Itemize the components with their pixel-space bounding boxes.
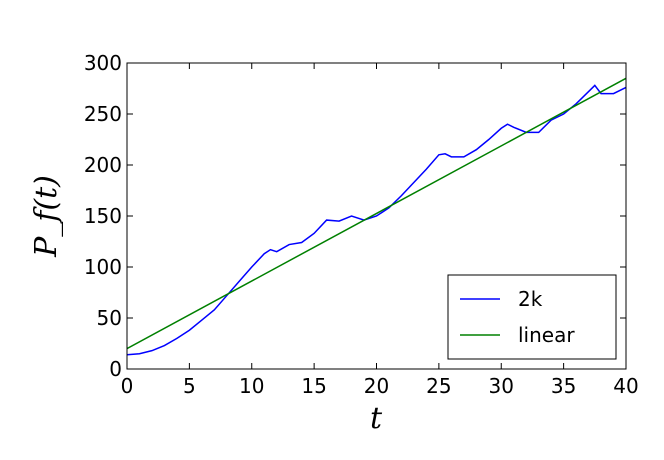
x-tick-label: 15 (301, 374, 326, 398)
y-axis-label: P_f(t) (29, 175, 64, 258)
y-tick-label: 250 (84, 102, 122, 126)
legend-label: linear (518, 323, 575, 347)
y-tick-label: 300 (84, 51, 122, 75)
x-tick-label: 0 (121, 374, 134, 398)
y-tick-label: 200 (84, 153, 122, 177)
y-tick-label: 0 (109, 357, 122, 381)
line-series (126, 77, 627, 350)
x-tick-label: 20 (364, 374, 389, 398)
x-tick-label: 30 (489, 374, 514, 398)
plot-frame (126, 62, 627, 370)
y-tick-label: 100 (84, 255, 122, 279)
x-tick-label: 5 (183, 374, 196, 398)
y-tick-label: 150 (84, 204, 122, 228)
line-series (126, 84, 627, 356)
x-axis-label: t (370, 401, 383, 436)
legend-box (447, 274, 617, 360)
x-tick-label: 25 (426, 374, 451, 398)
legend-label: 2k (518, 287, 543, 311)
y-tick-label: 50 (97, 306, 122, 330)
x-tick-label: 35 (551, 374, 576, 398)
x-tick-label: 10 (239, 374, 264, 398)
x-tick-label: 40 (613, 374, 638, 398)
